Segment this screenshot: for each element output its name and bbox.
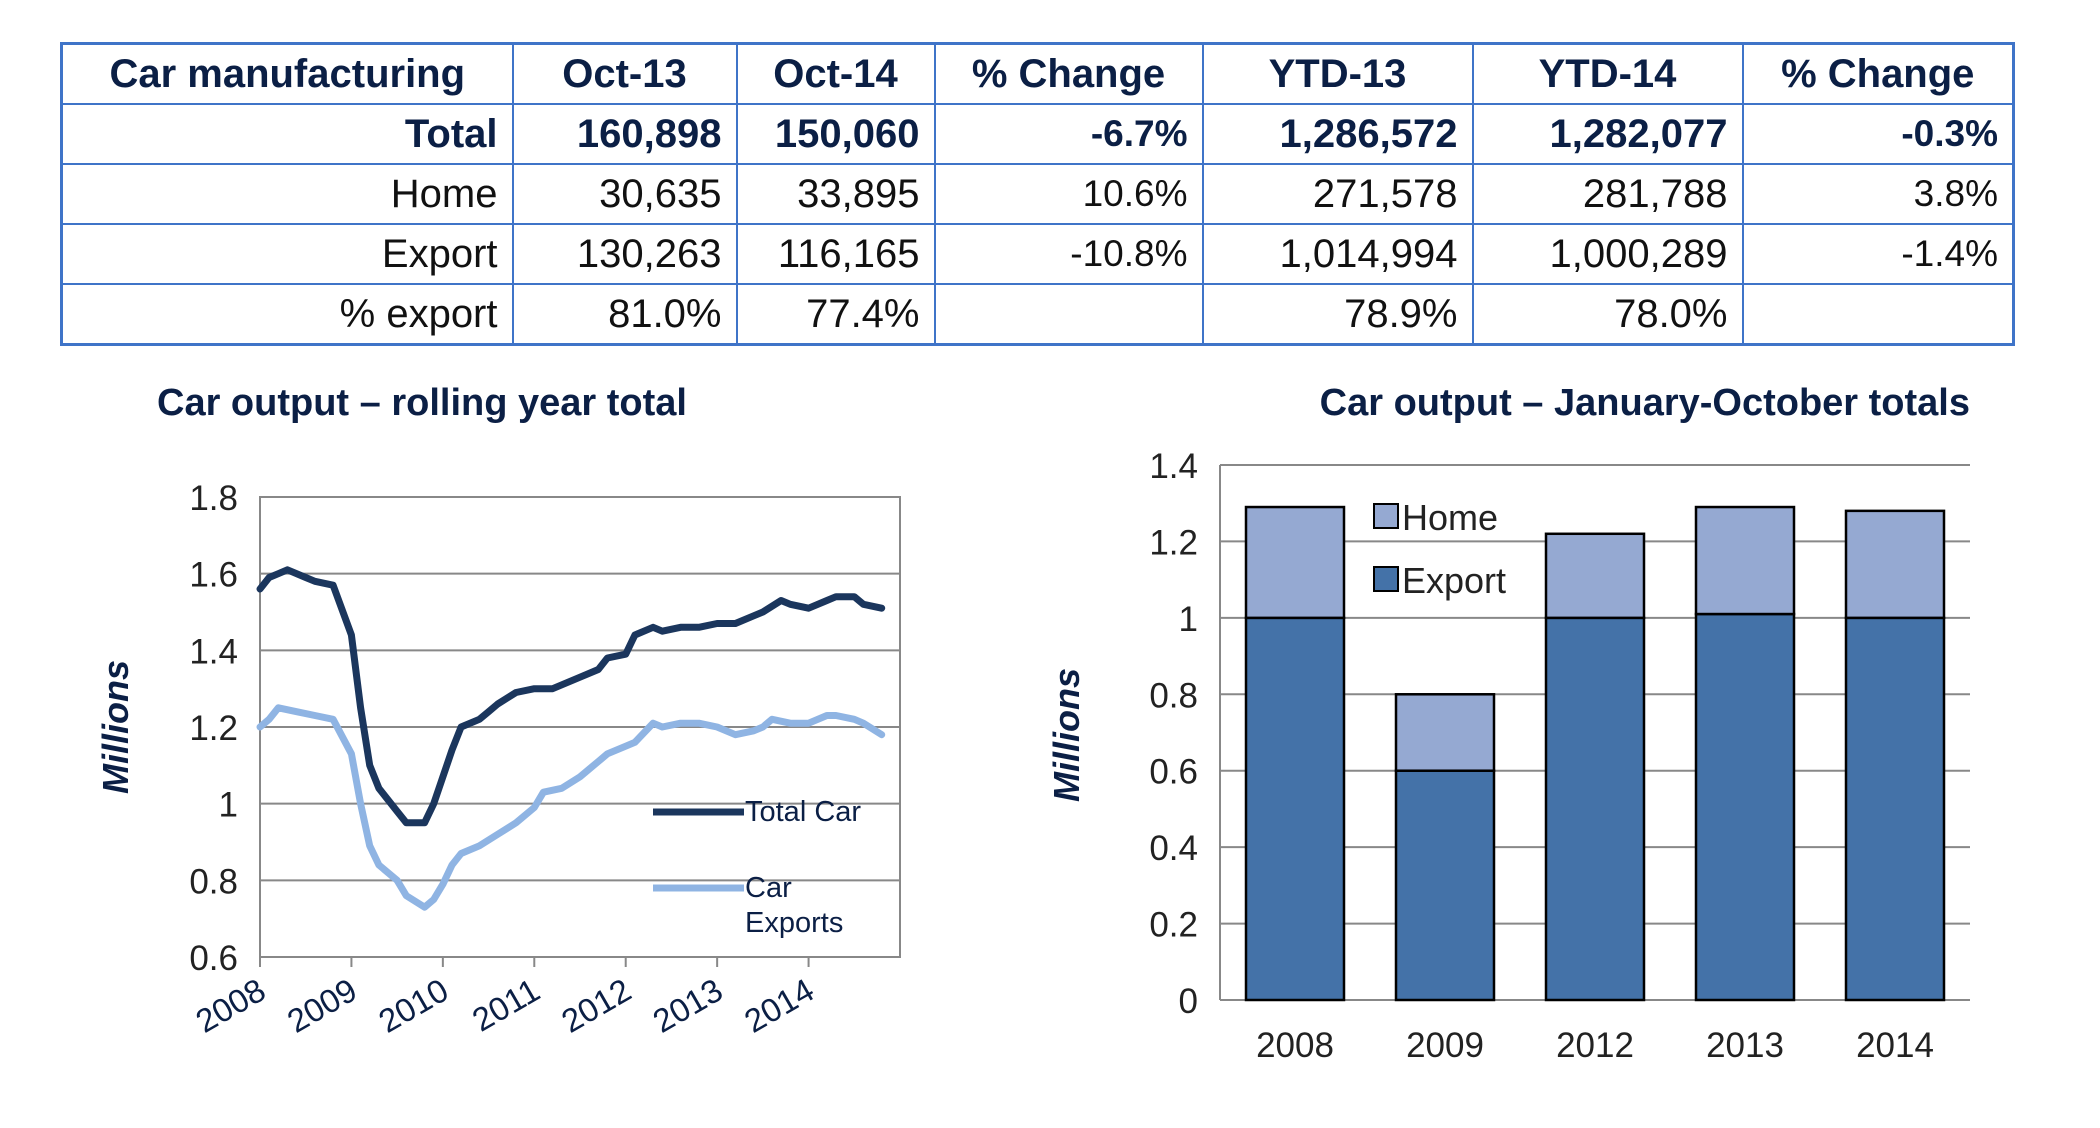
table-cell: 1,286,572 [1201, 103, 1474, 165]
x-tick-label: 2008 [1256, 1026, 1334, 1065]
y-tick-label: 1.6 [189, 556, 238, 595]
bar-export [1244, 616, 1346, 1002]
header-car-manufacturing: Car manufacturing [60, 42, 514, 105]
table-cell: 130,263 [511, 223, 738, 285]
header-ytd-14: YTD-14 [1471, 42, 1744, 105]
y-tick-label: 1.4 [1149, 447, 1198, 486]
y-axis-label: Millions [95, 660, 136, 794]
bar-home [1844, 509, 1946, 620]
table-cell: 78.9% [1201, 283, 1474, 346]
x-tick-label: 2013 [1706, 1026, 1784, 1065]
table-cell: 1,000,289 [1471, 223, 1744, 285]
y-tick-label: 0.8 [1149, 676, 1198, 715]
total-car-line [256, 566, 886, 827]
x-tick-label: 2009 [1406, 1026, 1484, 1065]
table-row: Export 130,263 116,165 -10.8% 1,014,994 … [60, 223, 2015, 285]
y-tick-label: 0.2 [1149, 906, 1198, 945]
y-axis-label: Millions [1046, 668, 1087, 802]
bar-home [1394, 693, 1496, 772]
header-oct-13: Oct-13 [511, 42, 738, 105]
table-cell: 116,165 [735, 223, 936, 285]
header-ytd-13: YTD-13 [1201, 42, 1474, 105]
table-cell: 1,014,994 [1201, 223, 1474, 285]
table-header-row: Car manufacturing Oct-13 Oct-14 % Change… [60, 42, 2015, 105]
x-tick-label: 2008 [189, 971, 271, 1040]
y-tick-label: 0.4 [1149, 829, 1198, 868]
x-tick-label: 2011 [466, 971, 546, 1039]
rolling-year-line-chart: Car output – rolling year total Millions 1… [95, 382, 901, 1040]
table-cell: 3.8% [1741, 163, 2015, 225]
row-label: Home [60, 163, 514, 225]
y-tick-label: 0.8 [189, 862, 238, 901]
y-tick-label: 1 [219, 786, 238, 825]
table-cell: 150,060 [735, 103, 936, 165]
legend-swatch-export [1373, 566, 1399, 592]
x-tick-label: 2014 [1856, 1026, 1934, 1065]
row-label: Total [60, 103, 514, 165]
table-cell: 1,282,077 [1471, 103, 1744, 165]
header-month-change: % Change [933, 42, 1204, 105]
table-cell: 30,635 [511, 163, 738, 225]
x-tick-label: 2012 [1556, 1026, 1634, 1065]
table-cell: 81.0% [511, 283, 738, 346]
bar-export [1544, 616, 1646, 1002]
table-cell: -1.4% [1741, 223, 2015, 285]
table-cell: 281,788 [1471, 163, 1744, 225]
legend-label-car-exports: Car [745, 872, 792, 904]
x-tick-label: 2009 [281, 971, 363, 1040]
table-cell: 271,578 [1201, 163, 1474, 225]
bar-export [1694, 612, 1796, 1002]
bar-export [1394, 769, 1496, 1002]
car-manufacturing-table: Car manufacturing Oct-13 Oct-14 % Change… [60, 42, 2015, 346]
y-tick-label: 0 [1179, 982, 1198, 1021]
bar-export [1844, 616, 1946, 1002]
row-label: % export [60, 283, 514, 346]
bar-home [1694, 505, 1796, 616]
y-tick-label: 0.6 [1149, 753, 1198, 792]
legend-swatch-home [1373, 503, 1399, 529]
chart-title: Car output – January-October totals [1320, 382, 1970, 424]
x-tick-label: 2012 [555, 971, 637, 1040]
bar-home [1544, 532, 1646, 620]
bar-home [1244, 505, 1346, 620]
y-tick-label: 1.2 [1149, 523, 1198, 562]
table-cell [1741, 283, 2015, 346]
table-cell: 160,898 [511, 103, 738, 165]
table-row: Total 160,898 150,060 -6.7% 1,286,572 1,… [60, 103, 2015, 165]
header-ytd-change: % Change [1741, 42, 2015, 105]
table-cell: 33,895 [735, 163, 936, 225]
table-row: Home 30,635 33,895 10.6% 271,578 281,788… [60, 163, 2015, 225]
y-tick-label: 1 [1179, 600, 1198, 639]
table-cell [933, 283, 1204, 346]
x-tick-label: 2014 [738, 971, 820, 1040]
table-cell: 10.6% [933, 163, 1204, 225]
table-row: % export 81.0% 77.4% 78.9% 78.0% [60, 283, 2015, 346]
table-cell: -6.7% [933, 103, 1204, 165]
legend-label-total-car: Total Car [745, 796, 861, 828]
y-tick-label: 1.4 [189, 632, 238, 671]
y-tick-label: 1.8 [189, 479, 238, 518]
legend-label-export: Export [1402, 560, 1506, 601]
chart-title: Car output – rolling year total [157, 382, 687, 424]
legend-label-car-exports-line2: Exports [745, 907, 843, 939]
y-tick-label: 1.2 [189, 709, 238, 748]
jan-oct-bar-chart: Car output – January-October totals Milli… [1046, 382, 1970, 1065]
car-exports-line [256, 704, 886, 911]
x-tick-label: 2010 [372, 971, 454, 1040]
table-cell: 77.4% [735, 283, 936, 346]
table-cell: 78.0% [1471, 283, 1744, 346]
header-oct-14: Oct-14 [735, 42, 936, 105]
table-cell: -10.8% [933, 223, 1204, 285]
legend-label-home: Home [1402, 497, 1498, 538]
x-tick-label: 2013 [647, 971, 729, 1040]
table-cell: -0.3% [1741, 103, 2015, 165]
row-label: Export [60, 223, 514, 285]
y-tick-label: 0.6 [189, 939, 238, 978]
